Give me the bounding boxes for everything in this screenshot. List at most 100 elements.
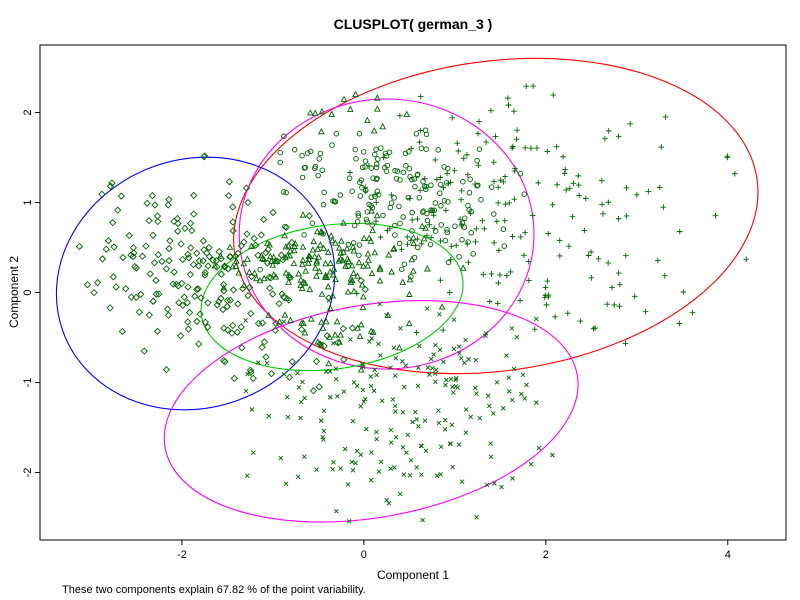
data-point [437, 311, 442, 317]
data-point [388, 268, 395, 275]
data-point [451, 346, 457, 352]
data-point [428, 356, 434, 362]
data-point [392, 167, 398, 174]
data-point [369, 336, 375, 341]
data-point [605, 260, 611, 266]
data-point [449, 422, 455, 428]
data-point [535, 180, 542, 186]
data-point [459, 237, 465, 243]
data-point [235, 269, 243, 276]
data-point [398, 326, 403, 331]
data-point [368, 269, 376, 277]
data-point [384, 497, 389, 503]
data-point [405, 319, 413, 327]
data-point [464, 152, 470, 158]
data-point [438, 203, 444, 209]
data-point [364, 256, 372, 263]
data-point [260, 274, 268, 282]
data-point [354, 383, 360, 389]
data-point [343, 245, 351, 252]
data-point [350, 418, 356, 424]
data-point [528, 145, 534, 152]
data-point [575, 173, 582, 179]
data-point [353, 155, 359, 162]
data-point [409, 267, 417, 274]
data-point [104, 237, 113, 245]
data-point [442, 417, 448, 423]
data-point [273, 257, 281, 265]
data-point [545, 292, 552, 298]
data-point [247, 309, 255, 318]
data-point [520, 372, 526, 378]
data-point [229, 227, 237, 235]
data-point [407, 174, 413, 180]
data-point [220, 284, 228, 291]
data-point [220, 324, 228, 332]
data-point [634, 192, 640, 198]
data-point [422, 186, 429, 193]
data-point [90, 289, 98, 297]
data-point [420, 178, 426, 185]
data-point [345, 263, 351, 270]
y-tick-label: -1 [22, 378, 34, 388]
data-point [106, 304, 114, 312]
data-point [453, 376, 459, 381]
data-point [313, 259, 320, 266]
data-point [217, 270, 226, 278]
data-point [255, 360, 261, 365]
data-point [477, 415, 483, 421]
data-point [298, 284, 306, 291]
data-point [330, 265, 338, 272]
data-point [356, 130, 363, 137]
data-point [398, 266, 405, 273]
data-point [409, 176, 415, 183]
data-point [478, 196, 484, 203]
data-point [414, 417, 419, 422]
data-point [146, 270, 154, 278]
data-point [249, 407, 255, 412]
data-point [260, 255, 268, 262]
y-axis-label: Component 2 [7, 255, 21, 329]
data-point [283, 481, 289, 486]
data-point [412, 409, 418, 415]
data-point [357, 193, 364, 199]
data-point [317, 127, 325, 135]
data-point [511, 196, 518, 202]
data-point [392, 465, 397, 470]
data-point [333, 130, 340, 137]
data-point [174, 282, 182, 290]
data-point [403, 162, 409, 169]
data-point [544, 148, 551, 155]
data-point [360, 234, 368, 242]
data-point [362, 158, 369, 164]
data-point [465, 171, 471, 178]
data-point [251, 269, 258, 276]
data-point [306, 285, 314, 292]
data-point [281, 311, 289, 318]
data-point [270, 270, 278, 278]
data-point [611, 302, 618, 308]
data-point [184, 318, 192, 326]
data-point [354, 324, 361, 331]
data-point [221, 263, 229, 271]
data-point [118, 327, 127, 336]
data-point [295, 270, 302, 277]
data-point [355, 258, 363, 266]
data-point [119, 253, 127, 262]
data-point [299, 152, 305, 159]
data-point [305, 259, 312, 266]
data-point [175, 299, 183, 307]
data-point [420, 235, 428, 242]
data-point [338, 237, 345, 244]
data-point [368, 477, 374, 483]
data-point [284, 252, 291, 259]
data-point [269, 261, 277, 268]
data-point [425, 365, 431, 370]
data-point [309, 387, 318, 395]
data-point [327, 259, 334, 267]
data-point [575, 182, 582, 188]
data-point [517, 234, 524, 240]
data-point [566, 243, 572, 250]
data-point [360, 362, 365, 367]
data-point [345, 241, 352, 248]
